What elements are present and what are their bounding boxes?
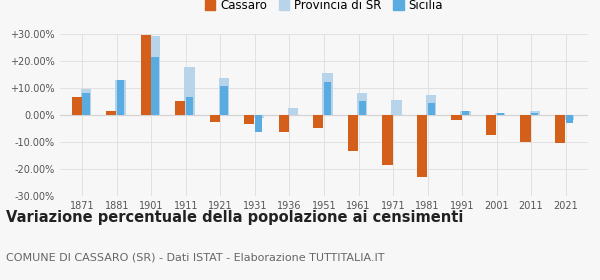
Bar [324, 82, 331, 115]
Bar [82, 93, 89, 115]
Bar [186, 97, 193, 115]
Bar [140, 35, 151, 115]
Bar [428, 103, 435, 115]
Bar [347, 115, 358, 151]
Bar [175, 101, 185, 115]
Bar [255, 115, 262, 132]
Bar [391, 100, 402, 115]
Bar [416, 115, 427, 177]
Text: COMUNE DI CASSARO (SR) - Dati ISTAT - Elaborazione TUTTITALIA.IT: COMUNE DI CASSARO (SR) - Dati ISTAT - El… [6, 252, 385, 262]
Bar [288, 108, 298, 115]
Bar [531, 113, 538, 115]
Bar [497, 113, 504, 115]
Bar [244, 115, 254, 124]
Bar [313, 115, 323, 128]
Bar [460, 111, 471, 115]
Bar [426, 95, 436, 115]
Bar [357, 93, 367, 115]
Text: Variazione percentuale della popolazione ai censimenti: Variazione percentuale della popolazione… [6, 210, 463, 225]
Bar [530, 111, 540, 115]
Bar [485, 115, 496, 135]
Bar [150, 36, 160, 115]
Bar [451, 115, 461, 120]
Bar [151, 57, 158, 115]
Bar [520, 115, 530, 142]
Bar [106, 111, 116, 115]
Bar [115, 80, 126, 115]
Bar [184, 67, 195, 115]
Bar [462, 111, 469, 115]
Bar [359, 101, 366, 115]
Bar [322, 73, 333, 115]
Bar [495, 113, 505, 115]
Bar [71, 97, 82, 115]
Bar [382, 115, 392, 165]
Bar [566, 115, 573, 123]
Bar [554, 115, 565, 143]
Bar [220, 87, 228, 115]
Bar [253, 115, 264, 118]
Bar [278, 115, 289, 132]
Bar [117, 80, 124, 115]
Bar [81, 89, 91, 115]
Bar [564, 115, 574, 120]
Bar [219, 78, 229, 115]
Bar [209, 115, 220, 122]
Legend: Cassaro, Provincia di SR, Sicilia: Cassaro, Provincia di SR, Sicilia [200, 0, 448, 17]
